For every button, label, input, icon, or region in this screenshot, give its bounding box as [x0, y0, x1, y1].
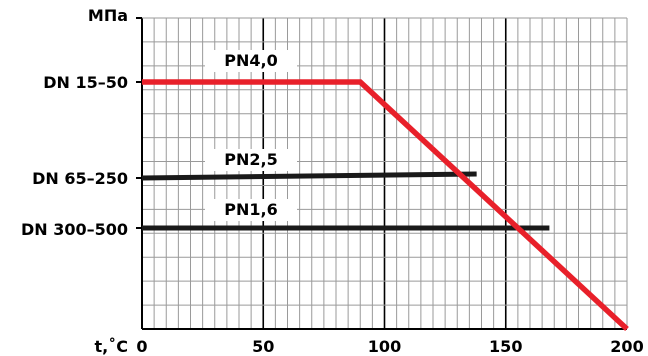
y-category-label-dn65-250: DN 65–250 — [32, 169, 128, 188]
x-tick-label-50: 50 — [252, 337, 274, 356]
x-axis-title: t,˚C — [95, 337, 128, 356]
series-label-background — [205, 50, 297, 72]
y-axis-title: МПа — [88, 6, 128, 25]
x-tick-label-150: 150 — [489, 337, 522, 356]
series-line-pn4-0 — [142, 79, 629, 332]
axes — [136, 17, 628, 330]
series-label-background — [205, 199, 297, 221]
series-label-group: PN1,6 — [205, 199, 297, 221]
y-category-label-dn300-500: DN 300–500 — [21, 220, 128, 239]
series-label-group: PN4,0 — [205, 50, 297, 72]
x-tick-label-100: 100 — [368, 337, 401, 356]
x-tick-labels: 0 50 100 150 200 — [136, 337, 643, 356]
series-label-pn4-0: PN4,0 — [224, 51, 277, 70]
series — [141, 79, 629, 332]
series-label-background — [205, 149, 297, 171]
x-tick-label-200: 200 — [610, 337, 643, 356]
series-label-pn2-5: PN2,5 — [224, 150, 277, 169]
y-category-label-dn15-50: DN 15–50 — [43, 73, 128, 92]
series-labels: PN4,0 PN2,5 PN1,6 — [205, 50, 297, 221]
series-label-group: PN2,5 — [205, 149, 297, 171]
series-line-pn2-5 — [141, 171, 477, 181]
x-tick-label-0: 0 — [136, 337, 147, 356]
series-label-pn1-6: PN1,6 — [224, 200, 277, 219]
